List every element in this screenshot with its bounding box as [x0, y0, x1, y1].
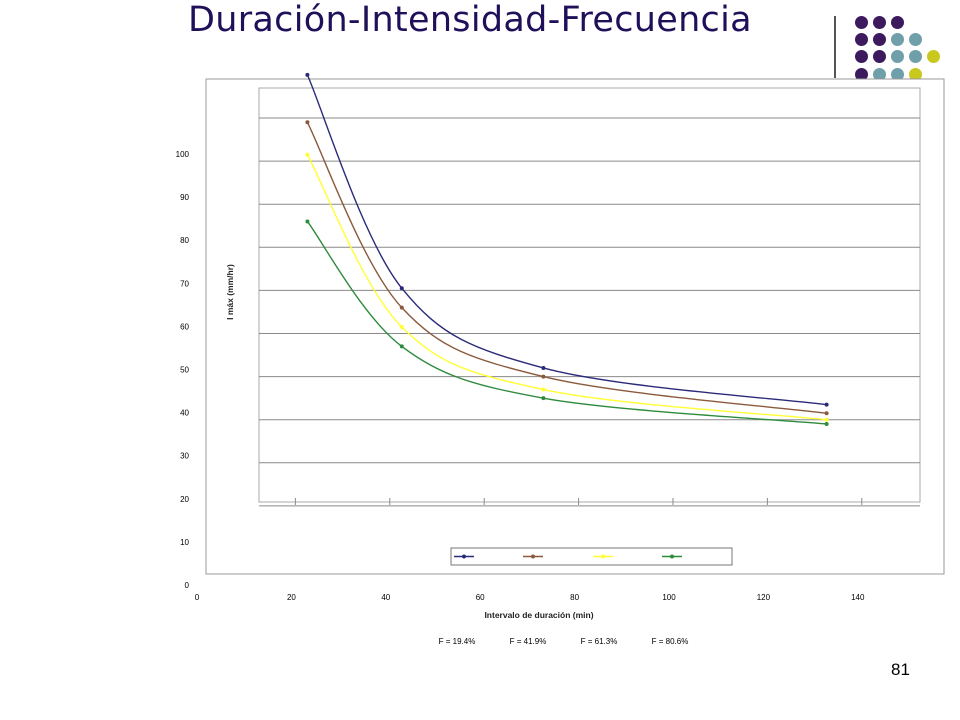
x-tick-label: 100 — [662, 593, 676, 602]
decorative-dot — [873, 68, 886, 81]
decorative-dot — [855, 50, 868, 63]
decorative-dot — [855, 68, 868, 81]
legend-box — [450, 547, 733, 566]
data-point — [399, 286, 404, 291]
decorative-dot — [873, 16, 886, 29]
series-line — [306, 74, 827, 406]
data-point — [824, 402, 829, 407]
data-point — [399, 305, 404, 310]
x-tick-label: 40 — [381, 593, 390, 602]
x-tick-label: 20 — [287, 593, 296, 602]
data-point — [399, 344, 404, 349]
data-point — [541, 396, 546, 401]
legend-point-marker — [531, 554, 535, 559]
data-point — [824, 411, 829, 416]
data-point — [824, 417, 829, 422]
decorative-dot — [909, 33, 922, 46]
x-tick-label: 60 — [476, 593, 485, 602]
data-point — [541, 387, 546, 392]
y-tick-label: 40 — [180, 409, 189, 418]
series-line — [306, 121, 827, 414]
y-tick-label: 50 — [180, 366, 189, 375]
decorative-dot — [855, 16, 868, 29]
legend-point-marker — [462, 554, 466, 559]
legend-point-marker — [670, 554, 674, 559]
legend-label: F = 19.4% — [439, 637, 476, 646]
decorative-dot — [891, 50, 904, 63]
y-tick-label: 10 — [180, 538, 189, 547]
legend-label: F = 80.6% — [652, 637, 689, 646]
decorative-dot — [927, 50, 940, 63]
legend-label: F = 61.3% — [581, 637, 618, 646]
y-tick-label: 60 — [180, 322, 189, 331]
slide-title: Duración-Intensidad-Frecuencia — [188, 0, 752, 40]
series-line — [306, 154, 827, 421]
x-axis-title: Intervalo de duración (min) — [484, 610, 593, 620]
decorative-dot — [873, 33, 886, 46]
data-point — [541, 365, 546, 370]
decorative-dot — [909, 68, 922, 81]
y-tick-label: 30 — [180, 452, 189, 461]
x-tick-label: 0 — [195, 593, 200, 602]
data-point — [305, 152, 310, 157]
y-axis: 0 10 20 30 40 50 60 70 80 90 100 — [176, 150, 190, 590]
decorative-dot — [873, 50, 886, 63]
y-axis-title: I máx (mm/hr) — [225, 264, 235, 320]
series-lines — [305, 72, 829, 427]
y-tick-label: 70 — [180, 279, 189, 288]
plot-area — [258, 87, 921, 503]
y-tick-label: 80 — [180, 236, 189, 245]
series-line — [306, 221, 827, 425]
x-tick-label: 140 — [851, 593, 865, 602]
y-tick-label: 100 — [176, 150, 190, 159]
y-tick-label: 20 — [180, 495, 189, 504]
y-tick-label: 90 — [180, 193, 189, 202]
data-point — [305, 120, 310, 125]
slide-number: 81 — [891, 660, 910, 679]
gridlines — [259, 117, 920, 507]
x-tick-label: 80 — [570, 593, 579, 602]
decorative-dot — [891, 68, 904, 81]
legend-labels: F = 19.4% F = 41.9% F = 61.3% F = 80.6% — [439, 637, 689, 646]
legend-markers — [454, 554, 682, 559]
x-axis: 0 20 40 60 80 100 120 140 — [195, 593, 865, 602]
data-point — [824, 422, 829, 427]
decorative-dot — [891, 16, 904, 29]
data-point — [305, 72, 310, 77]
x-tick-label: 120 — [757, 593, 771, 602]
decorative-dot — [891, 33, 904, 46]
y-tick-label: 0 — [185, 581, 190, 590]
legend-label: F = 41.9% — [510, 637, 547, 646]
decorative-dot — [855, 33, 868, 46]
decorative-divider — [834, 16, 836, 78]
data-point — [305, 219, 310, 224]
decorative-dot — [909, 50, 922, 63]
data-point — [541, 374, 546, 379]
legend-point-marker — [601, 554, 605, 559]
data-point — [399, 325, 404, 330]
